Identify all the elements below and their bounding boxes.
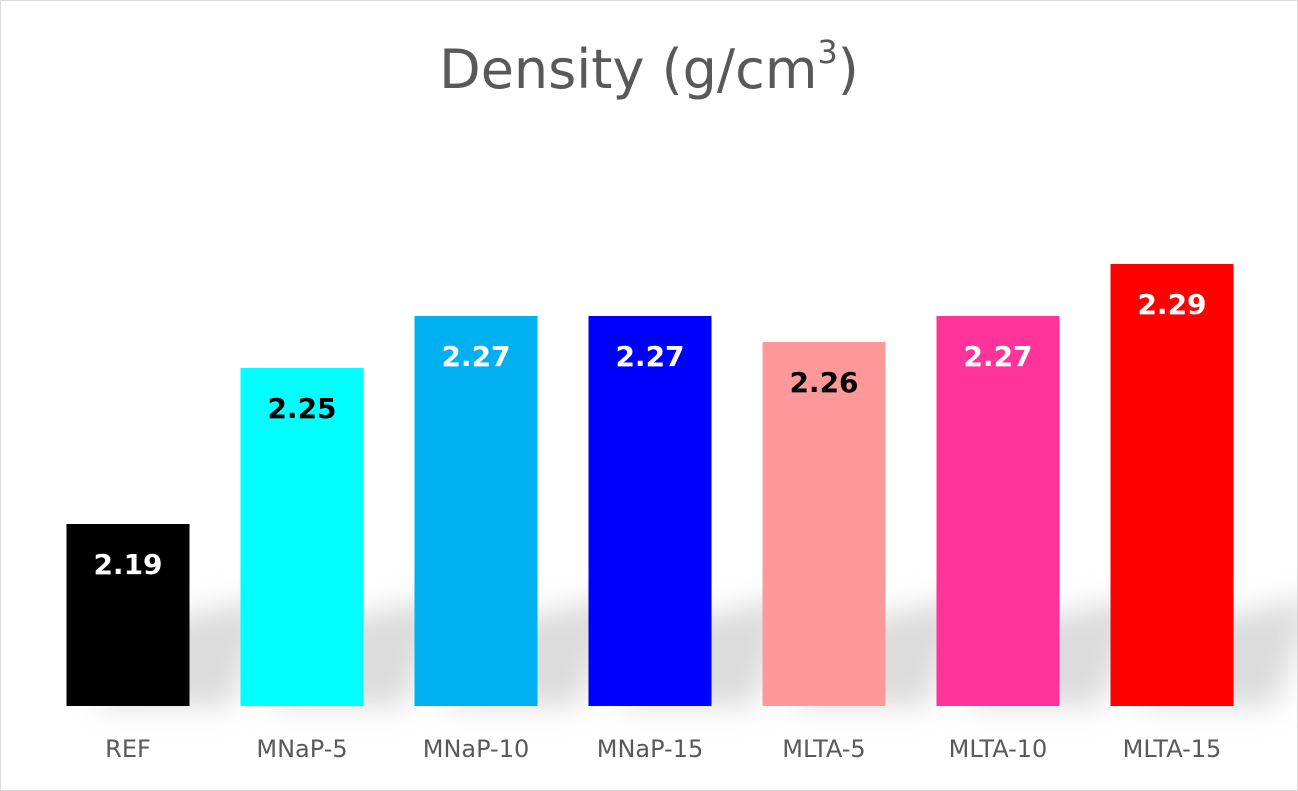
data-label-mnap-15: 2.27 — [615, 340, 684, 373]
data-labels-group: 2.19 2.25 2.27 2.27 2.26 2.27 2.29 — [93, 288, 1206, 581]
category-label-mnap-5: MNaP-5 — [256, 735, 347, 763]
category-label-mlta-5: MLTA-5 — [782, 735, 865, 763]
data-label-mlta-10: 2.27 — [963, 340, 1032, 373]
category-label-mnap-10: MNaP-10 — [423, 735, 530, 763]
category-label-ref: REF — [105, 735, 151, 763]
bar-mnap-15 — [588, 316, 712, 706]
chart-title: Density (g/cm3) — [0, 33, 1298, 101]
data-label-mlta-15: 2.29 — [1137, 288, 1206, 321]
category-label-mlta-10: MLTA-10 — [949, 735, 1048, 763]
category-labels-group: REF MNaP-5 MNaP-10 MNaP-15 MLTA-5 MLTA-10 MLTA… — [105, 735, 1221, 763]
bars-group — [66, 264, 1234, 706]
chart-title-superscript: 3 — [817, 33, 838, 71]
data-label-ref: 2.19 — [93, 548, 162, 581]
bar-mlta-5 — [762, 342, 886, 706]
bar-mnap-5 — [240, 368, 364, 706]
category-label-mlta-15: MLTA-15 — [1123, 735, 1222, 763]
chart-title-text: Density (g/cm — [439, 38, 818, 101]
bar-mnap-10 — [414, 316, 538, 706]
category-label-mnap-15: MNaP-15 — [597, 735, 704, 763]
bar-mlta-15 — [1110, 264, 1234, 706]
data-label-mlta-5: 2.26 — [789, 366, 858, 399]
data-label-mnap-5: 2.25 — [267, 392, 336, 425]
data-label-mnap-10: 2.27 — [441, 340, 510, 373]
bar-ref — [66, 524, 190, 706]
bar-mlta-10 — [936, 316, 1060, 706]
chart-title-close: ) — [837, 38, 859, 101]
